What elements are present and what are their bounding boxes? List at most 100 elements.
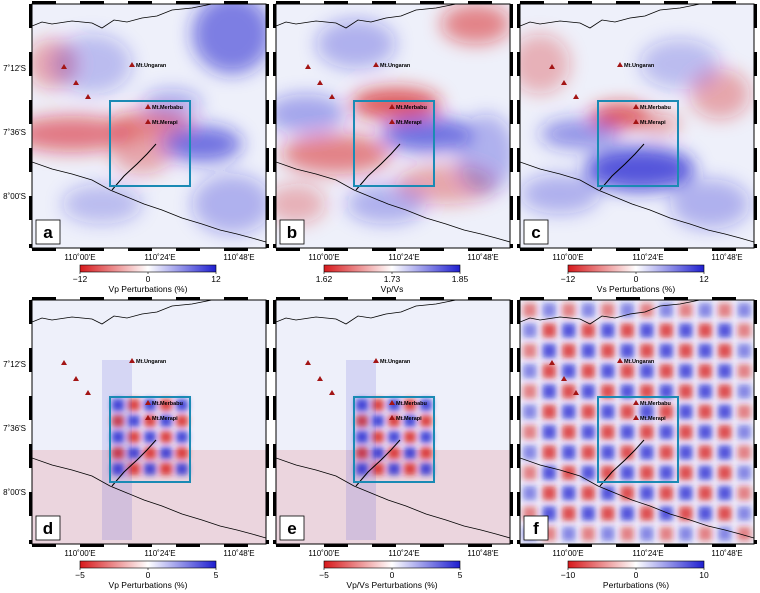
- tomography-map: [32, 4, 266, 248]
- longitude-tick-label: 110˚24'E: [388, 253, 419, 262]
- colorbar: [567, 560, 705, 569]
- panel-letter: b: [287, 223, 297, 242]
- volcano-marker-icon: [145, 104, 151, 109]
- longitude-tick-label: 110˚00'E: [308, 549, 339, 558]
- volcano-marker-icon: [617, 62, 623, 67]
- volcano-marker-icon: [373, 62, 379, 67]
- colorbar-max-label: 5: [214, 570, 219, 580]
- panel-letter-box: [35, 515, 61, 541]
- panel-d: Mt.Ungaran Mt.Merbabu Mt.Merapi d 7˚12'S 7˚36…: [3, 297, 269, 590]
- volcano-marker-icon: [61, 360, 67, 365]
- volcano-label: Mt.Merbabu: [396, 105, 427, 111]
- colorbar-min-label: −10: [561, 570, 576, 580]
- north-coastline: [276, 300, 457, 325]
- colorbar-max-label: 10: [699, 570, 709, 580]
- north-coastline: [520, 4, 701, 29]
- south-coastline: [520, 161, 754, 243]
- colorbar-mid-label: 0: [146, 570, 151, 580]
- colorbar-min-label: −12: [73, 274, 88, 284]
- volcano-marker-icon: [317, 80, 323, 85]
- panel-letter-box: [279, 219, 305, 245]
- panel-letter-box: [35, 219, 61, 245]
- study-area-box: [109, 100, 191, 187]
- volcano-marker-icon: [389, 119, 395, 124]
- colorbar: [323, 264, 461, 273]
- longitude-tick-label: 110˚00'E: [308, 253, 339, 262]
- volcano-marker-icon: [561, 376, 567, 381]
- colorbar-max-label: 1.85: [452, 274, 469, 284]
- volcano-label: Mt.Merapi: [396, 120, 422, 126]
- panel-letter: d: [43, 519, 53, 538]
- volcano-label: Mt.Ungaran: [624, 63, 655, 69]
- colorbar: [323, 560, 461, 569]
- volcano-marker-icon: [633, 104, 639, 109]
- tomography-map: [276, 300, 510, 544]
- volcano-marker-icon: [633, 400, 639, 405]
- panels-layer: Mt.Ungaran Mt.Merbabu Mt.Merapi a 7˚12'S 7˚36…: [3, 1, 757, 590]
- volcano-marker-icon: [389, 415, 395, 420]
- volcano-marker-icon: [305, 64, 311, 69]
- volcano-marker-icon: [317, 376, 323, 381]
- north-coastline: [32, 300, 213, 325]
- colorbar-max-label: 12: [699, 274, 709, 284]
- volcano-label: Mt.Ungaran: [136, 63, 167, 69]
- colorbar: [79, 264, 217, 273]
- volcano-label: Mt.Merapi: [640, 416, 666, 422]
- volcano-label: Mt.Merbabu: [396, 401, 427, 407]
- south-coastline: [276, 161, 510, 243]
- longitude-tick-label: 110˚00'E: [552, 253, 583, 262]
- south-coastline: [276, 457, 510, 539]
- south-coastline: [32, 457, 266, 539]
- longitude-tick-label: 110˚24'E: [632, 253, 663, 262]
- panel-letter-box: [523, 219, 549, 245]
- colorbar-mid-label: 0: [390, 570, 395, 580]
- colorbar: [567, 264, 705, 273]
- latitude-tick-label: 7˚36'S: [3, 128, 26, 137]
- south-coastline: [520, 457, 754, 539]
- volcano-marker-icon: [129, 62, 135, 67]
- colorbar-mid-label: 1.73: [384, 274, 401, 284]
- volcano-marker-icon: [61, 64, 67, 69]
- volcano-label: Mt.Ungaran: [380, 359, 411, 365]
- colorbar-max-label: 12: [211, 274, 221, 284]
- colorbar-title: Vp Perturbations (%): [109, 284, 188, 294]
- longitude-tick-label: 110˚24'E: [144, 549, 175, 558]
- volcano-label: Mt.Ungaran: [624, 359, 655, 365]
- volcano-marker-icon: [373, 358, 379, 363]
- volcano-marker-icon: [305, 360, 311, 365]
- latitude-tick-label: 7˚12'S: [3, 360, 26, 369]
- volcano-marker-icon: [145, 415, 151, 420]
- volcano-marker-icon: [617, 358, 623, 363]
- longitude-tick-label: 110˚48'E: [467, 253, 498, 262]
- south-coastline: [32, 161, 266, 243]
- volcano-marker-icon: [389, 104, 395, 109]
- volcano-marker-icon: [145, 119, 151, 124]
- colorbar-title: Perturbations (%): [603, 580, 669, 590]
- north-coastline: [276, 4, 457, 29]
- volcano-marker-icon: [633, 119, 639, 124]
- longitude-tick-label: 110˚00'E: [64, 253, 95, 262]
- volcano-label: Mt.Merapi: [396, 416, 422, 422]
- volcano-marker-icon: [561, 80, 567, 85]
- study-area-box: [353, 396, 435, 483]
- volcano-marker-icon: [573, 390, 579, 395]
- volcano-label: Mt.Merapi: [152, 120, 178, 126]
- fault-line: [599, 143, 645, 191]
- study-area-box: [353, 100, 435, 187]
- volcano-label: Mt.Ungaran: [136, 359, 167, 365]
- volcano-marker-icon: [85, 390, 91, 395]
- study-area-box: [109, 396, 191, 483]
- longitude-tick-label: 110˚48'E: [223, 549, 254, 558]
- colorbar-mid-label: 0: [634, 570, 639, 580]
- longitude-tick-label: 110˚48'E: [467, 549, 498, 558]
- longitude-tick-label: 110˚48'E: [711, 253, 742, 262]
- panel-letter: e: [287, 519, 296, 538]
- longitude-tick-label: 110˚00'E: [64, 549, 95, 558]
- study-area-box: [597, 396, 679, 483]
- colorbar-mid-label: 0: [146, 274, 151, 284]
- latitude-tick-label: 7˚12'S: [3, 64, 26, 73]
- tomography-map: [276, 4, 510, 248]
- colorbar-min-label: −12: [561, 274, 576, 284]
- panel-letter-box: [279, 515, 305, 541]
- volcano-label: Mt.Merbabu: [640, 401, 671, 407]
